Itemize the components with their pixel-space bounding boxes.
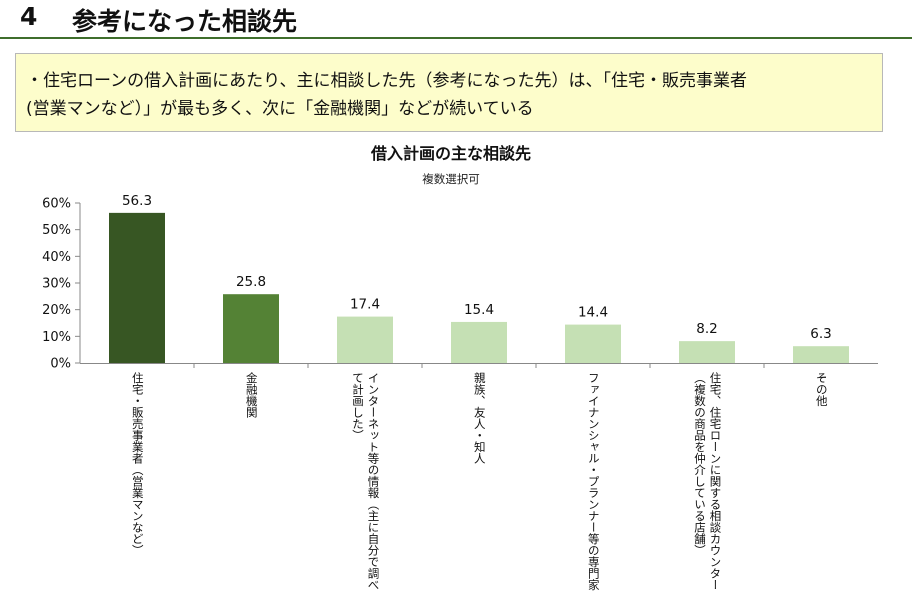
category-label: 親族、友人・知人 <box>472 372 487 464</box>
section-header: 4 参考になった相談先 <box>0 0 912 39</box>
category-label: その他 <box>814 372 829 407</box>
bar-value-label: 6.3 <box>810 326 831 342</box>
category-label: 金融機関 <box>244 372 259 418</box>
bar-value-label: 8.2 <box>696 321 717 337</box>
bar <box>337 316 393 363</box>
y-tick-label: 20% <box>42 303 71 318</box>
bar <box>109 212 165 363</box>
bar <box>223 294 279 363</box>
bar <box>793 346 849 363</box>
bar <box>451 321 507 363</box>
section-title: 参考になった相談先 <box>72 7 298 36</box>
chart-title: 借入計画の主な相談先 <box>370 144 531 163</box>
y-tick-label: 0% <box>50 357 71 372</box>
chart-subtitle: 複数選択可 <box>422 172 480 186</box>
y-tick-label: 10% <box>42 330 71 345</box>
y-tick-label: 30% <box>42 277 71 292</box>
bar-value-label: 17.4 <box>350 297 380 313</box>
y-tick-label: 50% <box>42 223 71 238</box>
y-tick-label: 60% <box>42 197 71 212</box>
header-divider <box>0 37 912 39</box>
bar-value-label: 56.3 <box>122 193 152 209</box>
section-number: 4 <box>20 2 38 31</box>
y-tick-label: 40% <box>42 250 71 265</box>
bar-value-label: 25.8 <box>236 274 266 290</box>
bar <box>679 341 735 363</box>
bar <box>565 324 621 363</box>
summary-box: ・住宅ローンの借入計画にあたり、主に相談した先（参考になった先）は、「住宅・販売… <box>15 53 883 132</box>
category-label: 住宅・販売事業者（営業マンなど） <box>130 372 145 556</box>
bar-value-label: 15.4 <box>464 302 494 318</box>
summary-text-line-1: ・住宅ローンの借入計画にあたり、主に相談した先（参考になった先）は、「住宅・販売… <box>26 71 747 91</box>
category-label: インターネット等の情報（主に自分で調べ て計画した） <box>351 372 381 591</box>
summary-text-line-2: (営業マンなど）」が最も多く、次に「金融機関」などが続いている <box>26 99 534 119</box>
bar-value-label: 14.4 <box>578 305 608 321</box>
category-label: ファイナンシャル・プランナー等の専門家 <box>586 372 601 591</box>
category-label: 住宅、住宅ローンに関する相談カウンター （複数の商品を仲介している店舗） <box>693 372 723 591</box>
